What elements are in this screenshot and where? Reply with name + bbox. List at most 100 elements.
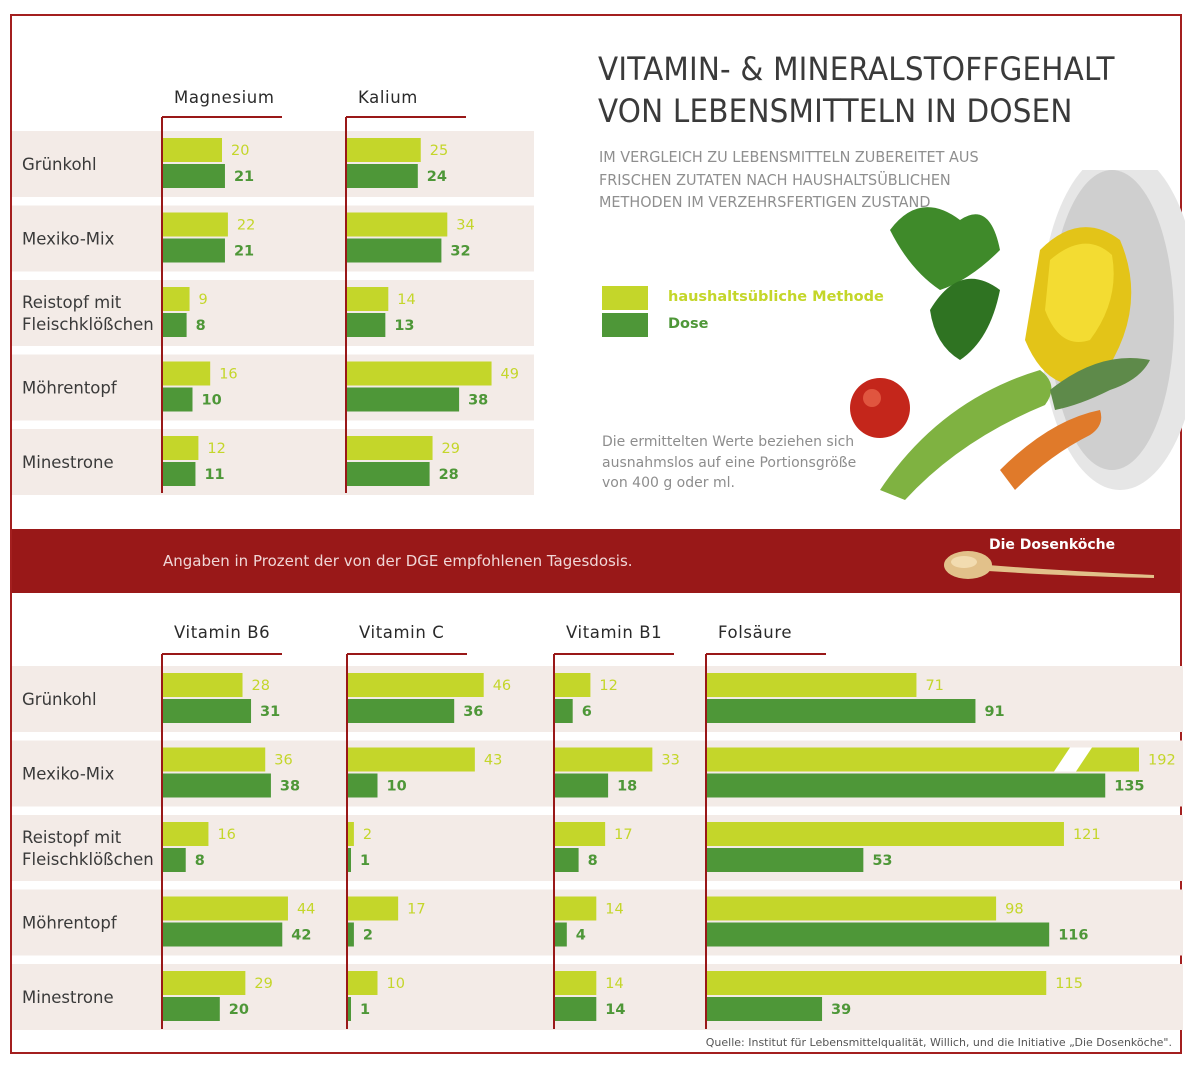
value-label-folsaeure-haushalt: 192	[1148, 753, 1176, 769]
bar-vitamin-b6-dose	[163, 997, 220, 1021]
category-label: Reistopf mit	[22, 293, 122, 312]
title-line-1: VITAMIN- & MINERALSTOFFGEHALT	[598, 50, 1115, 88]
bar-magnesium-haushalt	[163, 361, 211, 386]
bar-vitamin-b1-dose	[555, 699, 573, 723]
value-label-kalium-dose: 38	[468, 393, 488, 409]
row-background	[12, 429, 534, 495]
note-line-3: von 400 g oder ml.	[602, 475, 735, 491]
value-label-kalium-haushalt: 29	[442, 441, 460, 457]
chart-group-2: Grünkohl Mexiko-Mix Reistopf mit Fleischklö…	[12, 623, 1183, 1030]
bar-magnesium-dose	[163, 462, 196, 486]
bar-magnesium-haushalt	[163, 212, 228, 237]
panel-title-magnesium: Magnesium	[174, 88, 275, 107]
value-label-kalium-dose: 13	[394, 318, 414, 334]
value-label-vitamin-b1-haushalt: 12	[599, 678, 617, 694]
bar-vitamin-b6-dose	[163, 848, 186, 872]
value-label-magnesium-haushalt: 16	[219, 367, 237, 383]
value-label-kalium-haushalt: 14	[397, 292, 415, 308]
note-line-2: ausnahmslos auf eine Portionsgröße	[602, 454, 857, 471]
value-label-vitamin-c-dose: 1	[360, 1002, 370, 1018]
bar-vitamin-c-haushalt	[348, 896, 399, 921]
value-label-vitamin-c-haushalt: 43	[484, 753, 502, 769]
bar-folsaeure-haushalt	[707, 822, 1064, 846]
bar-magnesium-haushalt	[163, 138, 222, 162]
bean-pods	[880, 370, 1052, 500]
bar-folsaeure-haushalt	[707, 896, 997, 921]
banner-text: Angaben in Prozent der von der DGE empfo…	[163, 552, 633, 570]
bar-vitamin-c-haushalt	[348, 822, 354, 846]
value-label-kalium-haushalt: 49	[501, 367, 519, 383]
category-label: Mexiko-Mix	[22, 230, 115, 249]
bar-magnesium-dose	[163, 238, 225, 263]
value-label-vitamin-b1-dose: 8	[588, 853, 598, 869]
value-label-vitamin-b6-haushalt: 36	[274, 753, 292, 769]
value-label-magnesium-dose: 21	[234, 244, 254, 260]
value-label-vitamin-b1-dose: 18	[617, 779, 637, 795]
bar-vitamin-b1-haushalt	[555, 673, 591, 697]
bar-vitamin-c-dose	[348, 699, 455, 723]
category-label: Reistopf mit	[22, 828, 122, 847]
bar-vitamin-c-dose	[348, 922, 354, 947]
category-label: Möhrentopf	[22, 379, 118, 398]
bar-folsaeure-haushalt	[707, 971, 1047, 995]
value-label-vitamin-c-haushalt: 10	[387, 976, 405, 992]
bar-kalium-haushalt	[347, 138, 421, 162]
value-label-vitamin-c-dose: 1	[360, 853, 370, 869]
bar-magnesium-haushalt	[163, 287, 190, 311]
legend-label-dose: Dose	[668, 316, 709, 332]
category-label: Grünkohl	[22, 155, 97, 174]
panel-title-kalium: Kalium	[358, 88, 418, 107]
tomato-highlight	[863, 389, 881, 407]
value-label-kalium-dose: 24	[427, 169, 447, 185]
category-label: Mexiko-Mix	[22, 765, 115, 784]
bar-kalium-haushalt	[347, 436, 433, 460]
bar-vitamin-b6-dose	[163, 922, 283, 947]
bar-kalium-haushalt	[347, 361, 492, 386]
bar-kalium-dose	[347, 462, 430, 486]
bar-vitamin-b1-dose	[555, 848, 579, 872]
bar-kalium-haushalt	[347, 212, 448, 237]
bar-folsaeure-dose	[707, 848, 864, 872]
bar-vitamin-b6-haushalt	[163, 747, 266, 772]
infographic-title: VITAMIN- & MINERALSTOFFGEHALT VON LEBENS…	[598, 48, 1141, 132]
bar-magnesium-haushalt	[163, 436, 199, 460]
axis-break-mark	[1054, 747, 1092, 772]
carrot-shape	[1000, 410, 1102, 490]
title-line-2: VON LEBENSMITTELN IN DOSEN	[598, 92, 1073, 130]
value-label-kalium-dose: 32	[450, 244, 470, 260]
value-label-vitamin-b6-haushalt: 16	[217, 827, 235, 843]
portion-note: Die ermittelten Werte beziehen sich ausn…	[602, 432, 902, 494]
bar-kalium-dose	[347, 313, 386, 337]
row-background	[12, 280, 534, 346]
value-label-vitamin-c-dose: 2	[363, 928, 373, 944]
bar-vitamin-b1-haushalt	[555, 822, 606, 846]
bar-folsaeure-haushalt	[707, 673, 917, 697]
value-label-vitamin-b6-dose: 8	[195, 853, 205, 869]
vegetables-can-illustration	[850, 170, 1185, 500]
panel-title-vitamin-b1: Vitamin B1	[566, 623, 662, 642]
value-label-vitamin-b6-haushalt: 44	[297, 902, 315, 918]
value-label-vitamin-b1-haushalt: 17	[614, 827, 632, 843]
category-label: Minestrone	[22, 988, 114, 1007]
info-banner: Angaben in Prozent der von der DGE empfo…	[12, 529, 1180, 593]
bar-vitamin-b6-haushalt	[163, 971, 246, 995]
brand-logo-text: Die Dosenköche	[989, 537, 1116, 553]
bar-folsaeure-dose	[707, 699, 976, 723]
bar-vitamin-b6-haushalt	[163, 673, 243, 697]
category-label: Möhrentopf	[22, 914, 118, 933]
value-label-vitamin-b1-haushalt: 14	[605, 902, 623, 918]
value-label-vitamin-b1-dose: 4	[576, 928, 586, 944]
bar-magnesium-dose	[163, 164, 225, 188]
row-background	[12, 131, 534, 197]
bar-kalium-dose	[347, 238, 442, 263]
value-label-vitamin-b6-dose: 42	[291, 928, 311, 944]
value-label-magnesium-haushalt: 9	[199, 292, 208, 308]
legend-swatch-light-green	[602, 286, 648, 310]
bar-magnesium-dose	[163, 313, 187, 337]
bar-vitamin-b6-haushalt	[163, 822, 209, 846]
category-label: Grünkohl	[22, 690, 97, 709]
value-label-magnesium-haushalt: 20	[231, 143, 249, 159]
value-label-folsaeure-dose: 53	[872, 853, 892, 869]
value-label-kalium-dose: 28	[439, 467, 459, 483]
bar-vitamin-c-dose	[348, 848, 351, 872]
